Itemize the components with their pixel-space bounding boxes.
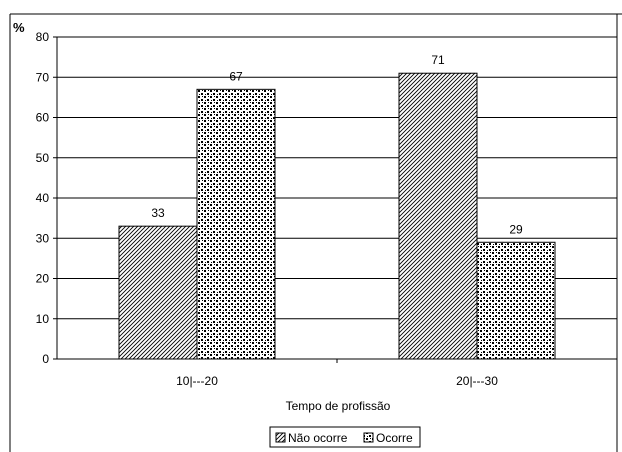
legend-box — [269, 426, 421, 448]
legend: Não ocorre Ocorre — [269, 426, 421, 448]
y-axis-label: % — [13, 20, 25, 35]
y-tick-label-50: 50 — [36, 151, 50, 165]
y-tick-label-30: 30 — [36, 231, 50, 245]
legend-label-ocorre: Ocorre — [376, 431, 413, 445]
bar-ocorre-2 — [476, 241, 556, 360]
y-tick-label-20: 20 — [36, 272, 50, 286]
axes — [53, 36, 617, 363]
legend-label-nao-ocorre: Não ocorre — [288, 431, 348, 445]
data-label-ocorre-2: 29 — [509, 222, 523, 236]
bars — [118, 72, 556, 360]
legend-swatch-nao-ocorre — [275, 432, 286, 443]
bar-ocorre-1 — [196, 88, 276, 360]
y-tick-label-60: 60 — [36, 111, 50, 125]
y-tick-label-70: 70 — [36, 70, 50, 84]
bar-nao-ocorre-2 — [398, 72, 478, 360]
x-axis-label: Tempo de profissão — [286, 399, 391, 413]
x-tick-label-2: 20|---30 — [456, 374, 498, 388]
data-label-nao-ocorre-1: 33 — [151, 206, 165, 220]
y-tick-label-80: 80 — [36, 30, 50, 44]
y-tick-label-10: 10 — [36, 312, 50, 326]
y-tick-labels: 0 10 20 30 40 50 60 70 80 — [36, 30, 50, 366]
legend-swatch-ocorre — [363, 432, 374, 443]
bar-nao-ocorre-1 — [118, 225, 198, 360]
data-labels: 33 67 71 29 — [151, 53, 523, 236]
data-label-ocorre-1: 67 — [229, 69, 243, 83]
y-tick-label-0: 0 — [42, 352, 49, 366]
data-label-nao-ocorre-2: 71 — [431, 53, 445, 67]
x-tick-labels: 10|---20 20|---30 — [176, 374, 498, 388]
x-tick-label-1: 10|---20 — [176, 374, 218, 388]
y-tick-label-40: 40 — [36, 191, 50, 205]
